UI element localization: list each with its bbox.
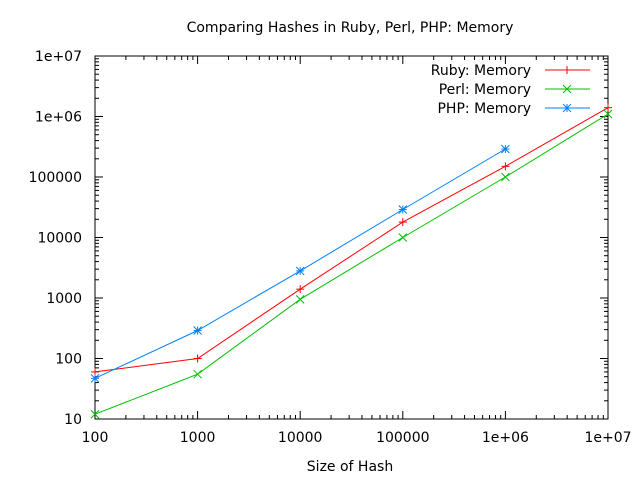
data-point	[295, 266, 305, 276]
data-point	[501, 144, 510, 154]
marker-stroke	[501, 172, 510, 182]
data-point	[562, 84, 572, 94]
axis-ticks: 100 1000 10000 100000 1e+06 1e+07101001000100…	[29, 49, 632, 446]
marker-stroke	[193, 369, 202, 379]
y-tick-label: 10000	[37, 231, 82, 247]
data-point	[295, 294, 305, 304]
data-point	[562, 103, 572, 113]
y-tick-label: 100000	[29, 170, 82, 186]
data-point	[398, 205, 408, 214]
data-point	[398, 233, 408, 242]
y-tick-label: 1e+06	[35, 110, 82, 126]
series-perl	[90, 109, 613, 419]
data-point	[398, 218, 407, 227]
series-line	[94, 148, 506, 379]
data-point	[501, 162, 510, 171]
x-tick-label: 1000	[180, 430, 216, 446]
legend-label: PHP: Memory	[437, 101, 531, 117]
marker-stroke	[295, 294, 305, 304]
data-point	[604, 103, 612, 112]
marker-stroke	[193, 326, 202, 335]
plot-frame	[94, 55, 609, 420]
marker-stroke	[295, 266, 305, 276]
x-tick-label: 100000	[376, 430, 429, 446]
x-axis-label: Size of Hash	[307, 459, 393, 475]
x-tick-label: 1e+07	[584, 430, 631, 446]
y-tick-label: 1000	[46, 291, 82, 307]
data-point	[193, 354, 202, 363]
data-point	[603, 109, 613, 119]
legend-label: Ruby: Memory	[431, 63, 531, 79]
data-point	[501, 172, 510, 182]
x-tick-label: 1e+06	[482, 430, 529, 446]
data-point	[296, 285, 305, 294]
series-line	[94, 107, 609, 373]
y-tick-label: 10	[64, 412, 82, 428]
marker-stroke	[562, 84, 572, 94]
legend-label: Perl: Memory	[439, 82, 531, 98]
data-point	[193, 326, 202, 335]
x-tick-label: 10000	[278, 430, 323, 446]
y-tick-label: 1e+07	[35, 49, 82, 65]
marker-stroke	[603, 109, 613, 119]
series-line	[94, 113, 609, 415]
series-php	[90, 144, 510, 383]
marker-stroke	[562, 103, 572, 113]
series-layer	[90, 103, 613, 419]
marker-stroke	[90, 373, 100, 383]
data-point	[563, 66, 571, 74]
data-point	[90, 373, 100, 383]
marker-stroke	[501, 144, 510, 154]
y-tick-label: 100	[55, 352, 82, 368]
legend: Ruby: Memory Perl: Memory PHP: Memory	[431, 63, 590, 117]
x-tick-label: 100	[82, 430, 109, 446]
data-point	[193, 369, 202, 379]
marker-stroke	[90, 409, 100, 419]
marker-stroke	[398, 233, 408, 242]
chart-title: Comparing Hashes in Ruby, Perl, PHP: Mem…	[187, 20, 514, 36]
marker-stroke	[398, 205, 408, 214]
data-point	[90, 409, 100, 419]
